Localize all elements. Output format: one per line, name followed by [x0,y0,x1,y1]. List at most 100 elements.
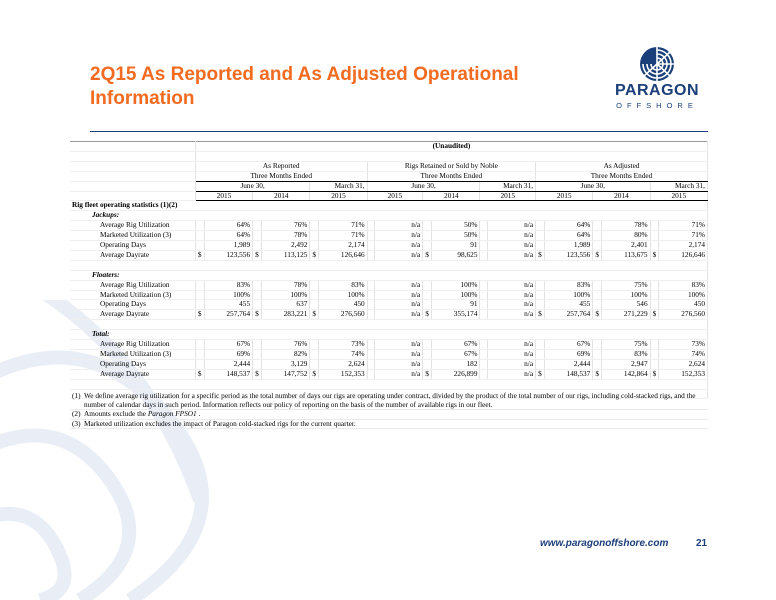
currency-symbol [535,359,545,370]
currency-symbol [535,280,545,291]
currency-symbol [535,220,545,232]
table-row: Average Dayrate $257,764 $283,221 $276,560 n… [70,309,708,321]
currency-symbol [535,339,545,350]
section-label: Total: [70,329,708,341]
table-cell: 152,353 [658,369,708,380]
march-header: March 31, [309,181,368,192]
table-cell: 83% [544,280,594,291]
table-cell: 91 [431,300,481,311]
currency-symbol [479,240,488,251]
table-cell: n/a [374,250,424,261]
table-cell: 83% [601,349,651,360]
logo-subtitle: OFFSHORE [616,101,698,110]
currency-symbol [367,220,375,232]
currency-symbol [479,339,488,350]
table-cell: n/a [487,290,537,301]
table-cell: 83% [204,280,254,291]
table-cell: 455 [204,300,254,311]
spacer-row [70,319,708,331]
table-cell: 71% [318,220,368,232]
table-cell: 637 [261,300,311,311]
currency-symbol [195,359,205,370]
currency-symbol [309,280,320,291]
table-cell: 73% [318,339,368,350]
currency-symbol [592,230,603,242]
currency-symbol [592,240,603,251]
currency-symbol [367,240,375,251]
currency-symbol [422,339,432,350]
table-cell: 67% [431,349,481,360]
currency-symbol: $ [535,309,545,321]
table-cell: 83% [658,280,708,291]
currency-symbol [422,359,432,370]
currency-symbol [592,349,603,360]
currency-symbol [535,299,545,311]
currency-symbol [309,220,320,232]
currency-symbol [592,290,603,301]
table-cell: 450 [658,300,708,311]
table-cell: n/a [487,250,537,261]
unaudited-label: (Unaudited) [195,141,709,152]
table-cell: n/a [487,349,537,360]
currency-symbol [309,240,320,251]
currency-symbol [535,349,545,360]
row-label: Marketed Utilization (3) [70,290,196,301]
table-cell: 271,229 [601,309,651,321]
footnote-number: (2) [72,409,81,418]
table-cell: n/a [374,359,424,370]
currency-symbol [367,339,375,350]
currency-symbol [252,339,262,350]
table-cell: 50% [431,230,481,242]
table-cell: 100% [431,290,481,301]
footnote-text: Marketed utilization excludes the impact… [84,418,356,428]
table-cell: 152,353 [318,369,368,380]
table-cell: n/a [374,240,424,251]
table-cell: 100% [261,290,311,301]
table-cell: 67% [204,339,254,350]
currency-symbol: $ [309,250,320,261]
currency-symbol [252,290,262,301]
currency-symbol: $ [650,250,660,261]
table-cell: 71% [658,230,708,242]
table-cell: 75% [601,280,651,291]
june-header: June 30, [535,181,651,192]
currency-symbol: $ [252,309,262,321]
currency-symbol [252,230,262,242]
currency-symbol [479,280,488,291]
table-cell: n/a [374,369,424,380]
table-cell: 100% [658,290,708,301]
currency-symbol [422,290,432,301]
currency-symbol [252,280,262,291]
paragon-offshore-logo: PARAGON OFFSHORE [598,44,716,114]
table-row: Average Dayrate $123,556 $113,125 $126,646 n… [70,250,708,261]
currency-symbol: $ [592,250,603,261]
currency-symbol: $ [422,309,432,321]
currency-symbol [367,290,375,301]
currency-symbol [422,230,432,242]
currency-symbol: $ [535,250,545,261]
table-cell: n/a [487,230,537,242]
currency-symbol [367,369,375,380]
row-label: Average Dayrate [70,250,196,261]
currency-symbol [252,349,262,360]
june-header: June 30, [195,181,311,192]
table-cell: 78% [261,230,311,242]
currency-symbol [195,230,205,242]
row-label: Marketed Utilization (3) [70,349,196,360]
table-cell: 98,625 [431,250,481,261]
row-label: Average Dayrate [70,369,196,380]
table-cell: 91 [431,240,481,251]
operational-statistics-table: (Unaudited) As Reported Rigs Retained or… [70,141,709,400]
table-cell: 276,560 [658,309,708,321]
currency-symbol [650,359,660,370]
currency-symbol [195,299,205,311]
currency-symbol [479,250,488,261]
spacer-row [70,379,708,390]
table-cell: 283,221 [261,309,311,321]
currency-symbol [650,220,660,232]
footnote-number: (1) [72,391,81,400]
june-header: June 30, [367,181,481,192]
year-header: 2015 [195,191,254,202]
year-header: 2014 [252,191,311,202]
footnote: (3) Marketed utilization excludes the imp… [70,418,708,429]
